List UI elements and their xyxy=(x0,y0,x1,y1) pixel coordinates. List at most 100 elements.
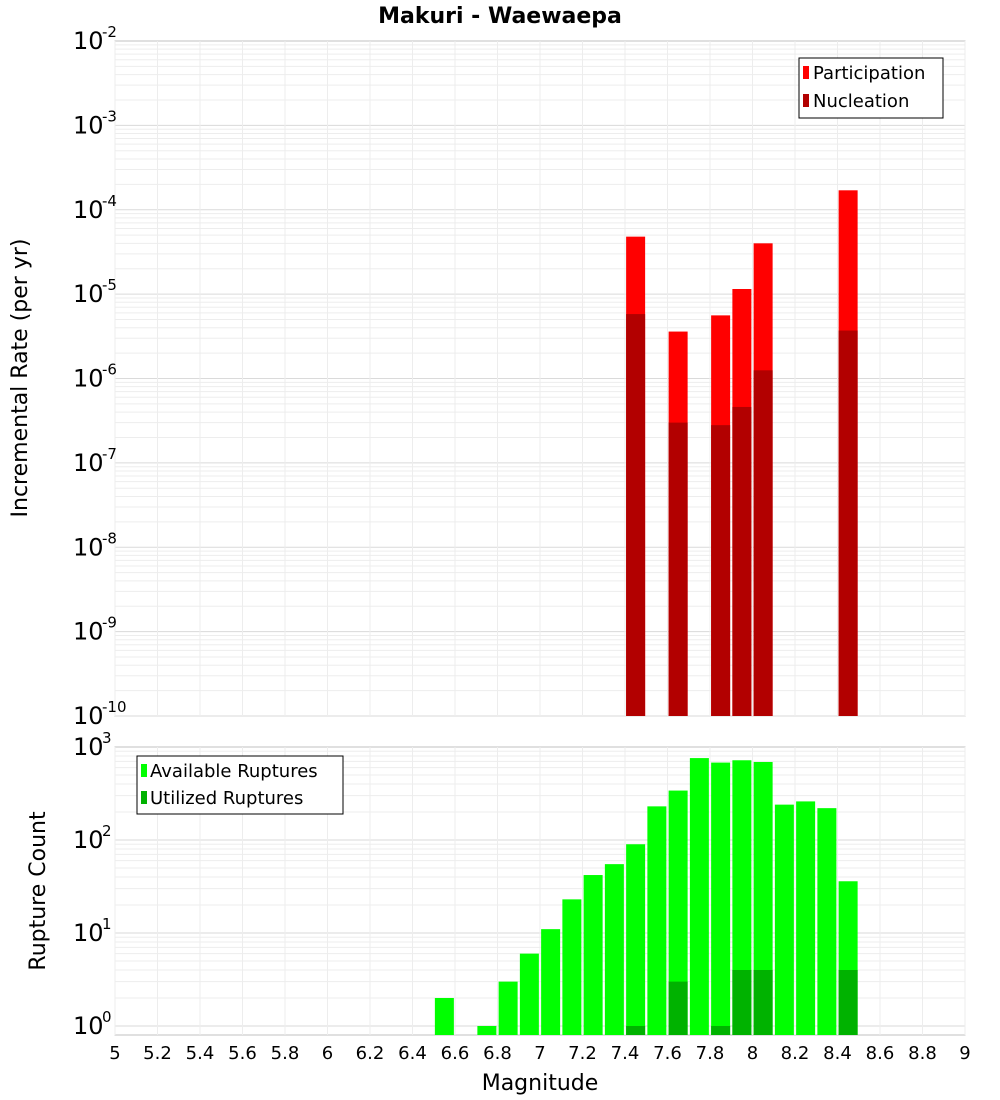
tick-base: 10 xyxy=(73,919,104,947)
x-tick-label: 7.4 xyxy=(611,1043,640,1064)
tick-base: 10 xyxy=(73,111,104,139)
x-tick-label: 8.4 xyxy=(823,1043,852,1064)
top-gridlines xyxy=(114,41,966,717)
top-legend: Participation Nucleation xyxy=(798,57,944,119)
available-ruptures-bar xyxy=(753,761,773,1035)
x-tick-label: 5 xyxy=(109,1043,120,1064)
top-y-tick-label: 10-3 xyxy=(73,107,117,139)
x-tick-label: 5.8 xyxy=(271,1043,300,1064)
available-ruptures-bar xyxy=(647,806,667,1035)
nucleation-bar xyxy=(626,314,646,716)
legend-swatch-nucleation xyxy=(803,94,809,107)
available-ruptures-bar xyxy=(562,899,582,1035)
tick-exponent: 1 xyxy=(102,915,112,933)
top-y-tick-label: 10-5 xyxy=(73,276,117,308)
tick-exponent: -4 xyxy=(102,192,117,210)
utilized-ruptures-bar xyxy=(753,969,773,1035)
tick-base: 10 xyxy=(73,280,104,308)
legend-label-available: Available Ruptures xyxy=(150,761,318,782)
legend-swatch-available xyxy=(141,764,147,777)
tick-exponent: 3 xyxy=(102,729,112,747)
x-tick-label: 6 xyxy=(322,1043,333,1064)
available-ruptures-bar xyxy=(583,875,603,1035)
top-bars xyxy=(626,190,858,717)
available-ruptures-bar xyxy=(477,1025,497,1035)
tick-exponent: -5 xyxy=(102,276,117,294)
bottom-y-tick-label: 100 xyxy=(73,1008,112,1040)
x-tick-label: 7.6 xyxy=(653,1043,682,1064)
x-tick-label: 6.6 xyxy=(441,1043,470,1064)
tick-base: 10 xyxy=(73,826,104,854)
bottom-bars xyxy=(434,758,858,1035)
tick-exponent: -10 xyxy=(102,698,127,716)
bottom-y-axis-label: Rupture Count xyxy=(26,811,51,971)
x-tick-label: 8.8 xyxy=(908,1043,937,1064)
legend-swatch-utilized xyxy=(141,791,147,804)
top-y-tick-label: 10-7 xyxy=(73,445,117,477)
nucleation-bar xyxy=(753,370,773,716)
top-y-tick-label: 10-2 xyxy=(73,23,117,55)
nucleation-bar xyxy=(668,422,688,716)
tick-exponent: -6 xyxy=(102,361,117,379)
available-ruptures-bar xyxy=(732,760,752,1035)
top-y-tick-label: 10-8 xyxy=(73,529,117,561)
top-y-tick-label: 10-4 xyxy=(73,192,117,224)
x-axis-label: Magnitude xyxy=(482,1071,599,1096)
tick-base: 10 xyxy=(73,533,104,561)
available-ruptures-bar xyxy=(668,790,688,1035)
tick-base: 10 xyxy=(73,27,104,55)
utilized-ruptures-bar xyxy=(838,969,858,1035)
tick-exponent: -9 xyxy=(102,614,117,632)
top-y-axis-label: Incremental Rate (per yr) xyxy=(8,239,33,518)
chart-title: Makuri - Waewaepa xyxy=(378,4,622,29)
x-tick-label: 7.8 xyxy=(696,1043,725,1064)
tick-exponent: -8 xyxy=(102,529,117,547)
available-ruptures-bar xyxy=(711,762,731,1035)
available-ruptures-bar xyxy=(796,801,816,1035)
tick-base: 10 xyxy=(73,1012,104,1040)
available-ruptures-bar xyxy=(626,844,646,1035)
available-ruptures-bar xyxy=(434,997,454,1035)
x-tick-label: 9 xyxy=(959,1043,970,1064)
legend-label-participation: Participation xyxy=(813,63,925,84)
x-tick-label: 6.4 xyxy=(398,1043,427,1064)
available-ruptures-bar xyxy=(689,758,709,1035)
available-ruptures-bar xyxy=(519,953,539,1035)
x-tick-label: 7.2 xyxy=(568,1043,597,1064)
x-tick-label: 5.4 xyxy=(186,1043,215,1064)
utilized-ruptures-bar xyxy=(626,1025,646,1035)
bottom-legend: Available Ruptures Utilized Ruptures xyxy=(136,755,344,815)
tick-exponent: 2 xyxy=(102,822,112,840)
bottom-y-tick-label: 103 xyxy=(73,729,112,761)
top-y-tick-label: 10-6 xyxy=(73,361,117,393)
available-ruptures-bar xyxy=(541,929,561,1035)
x-tick-label: 6.8 xyxy=(483,1043,512,1064)
available-ruptures-bar xyxy=(498,981,518,1035)
tick-exponent: -3 xyxy=(102,107,117,125)
x-ticks: 5 5.2 5.4 5.6 5.8 6 6.2 6.4 6.6 6.8 7 7.2 7.4 7.6 7.8 8… xyxy=(109,1043,970,1064)
available-ruptures-bar xyxy=(817,808,837,1035)
x-tick-label: 7 xyxy=(534,1043,545,1064)
tick-base: 10 xyxy=(73,365,104,393)
legend-swatch-participation xyxy=(803,66,809,79)
tick-exponent: 0 xyxy=(102,1008,112,1026)
x-tick-label: 8.2 xyxy=(781,1043,810,1064)
utilized-ruptures-bar xyxy=(732,969,752,1035)
x-tick-label: 5.2 xyxy=(143,1043,172,1064)
legend-label-nucleation: Nucleation xyxy=(813,91,909,112)
tick-base: 10 xyxy=(73,196,104,224)
nucleation-bar xyxy=(732,406,752,716)
tick-exponent: -2 xyxy=(102,23,117,41)
x-tick-label: 6.2 xyxy=(356,1043,385,1064)
bottom-y-tick-label: 102 xyxy=(73,822,112,854)
tick-base: 10 xyxy=(73,733,104,761)
top-y-tick-label: 10-9 xyxy=(73,614,117,646)
utilized-ruptures-bar xyxy=(668,981,688,1035)
x-tick-label: 5.6 xyxy=(228,1043,257,1064)
bottom-legend-box xyxy=(136,755,344,815)
